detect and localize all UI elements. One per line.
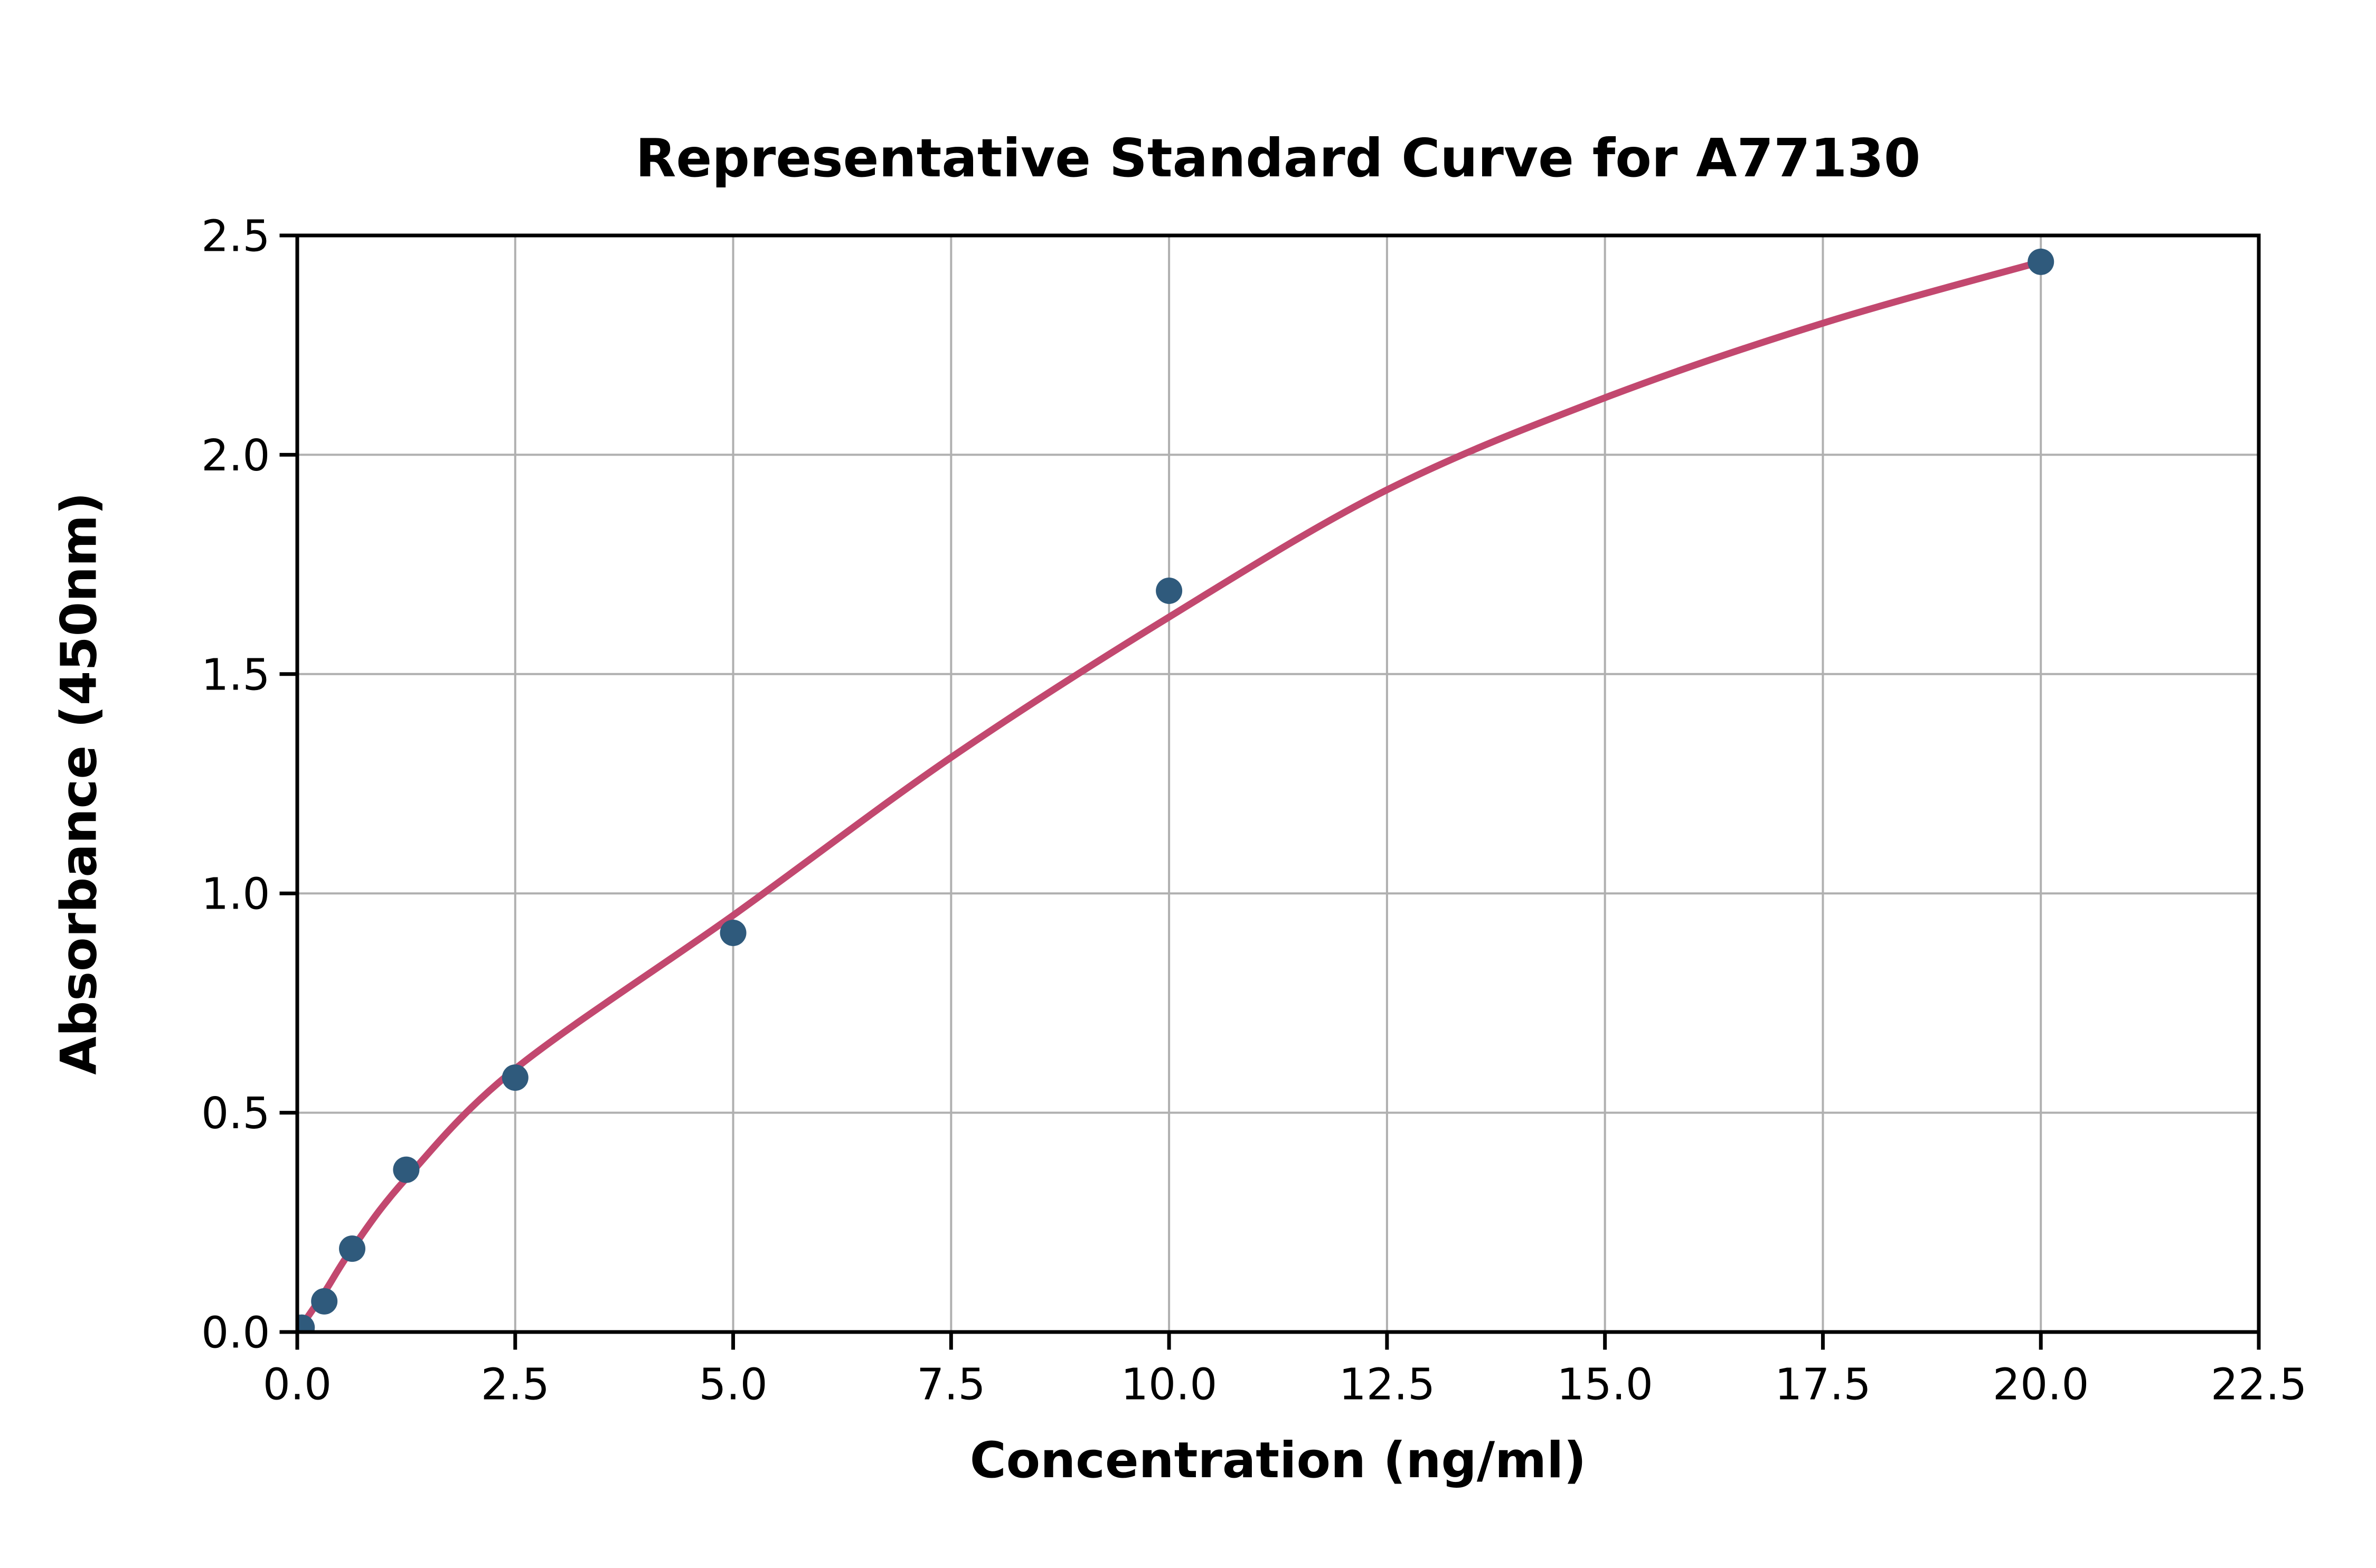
x-tick-label: 15.0 [1557,1360,1653,1410]
data-point [339,1235,366,1262]
data-point [1156,577,1183,604]
x-tick-label: 0.0 [263,1360,332,1410]
x-tick-label: 12.5 [1339,1360,1436,1410]
x-tick-label: 5.0 [699,1360,767,1410]
y-tick-label: 2.0 [201,431,270,481]
x-axis-label: Concentration (ng/ml) [969,1432,1587,1489]
data-point [2028,248,2054,275]
y-tick-label: 1.0 [201,870,270,920]
y-tick-label: 2.5 [201,212,270,262]
x-tick-label: 20.0 [1993,1360,2089,1410]
data-point [720,919,747,946]
data-point [311,1288,338,1315]
x-tick-label: 22.5 [2211,1360,2307,1410]
y-tick-label: 0.0 [201,1308,270,1358]
x-tick-label: 2.5 [481,1360,550,1410]
y-tick-label: 1.5 [201,650,270,700]
plot-border [295,233,2261,1334]
x-tick-label: 7.5 [917,1360,985,1410]
data-point [393,1156,420,1183]
chart-title: Representative Standard Curve for A77130 [635,127,1921,189]
y-tick-label: 0.5 [201,1089,270,1139]
x-tick-label: 10.0 [1121,1360,1218,1410]
x-tick-label: 17.5 [1775,1360,1871,1410]
data-point [502,1064,529,1091]
y-axis-label: Absorbance (450nm) [50,492,108,1075]
data-point [297,1314,315,1332]
